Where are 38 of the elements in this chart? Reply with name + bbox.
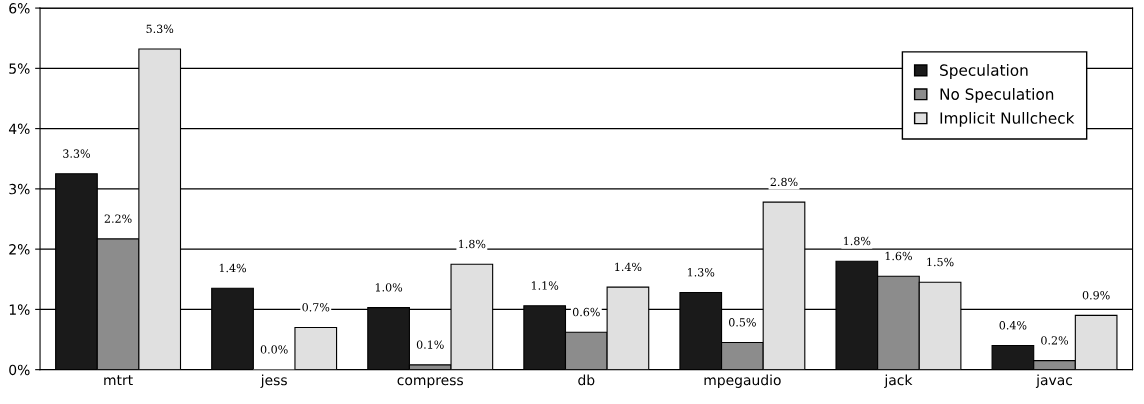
data-label: 1.6%: [885, 251, 912, 261]
legend-label: Speculation: [940, 64, 1028, 79]
y-tick-label: 3%: [9, 183, 30, 195]
data-label: 1.4%: [615, 262, 642, 272]
data-label: 0.7%: [302, 303, 330, 312]
legend-label: No Speculation: [940, 88, 1054, 103]
data-label: 0.1%: [416, 340, 444, 349]
y-tick-label: 4%: [8, 123, 30, 135]
y-tick-label: 2%: [9, 244, 30, 255]
x-tick-label: compress: [397, 377, 463, 388]
x-tick-label: javac: [1035, 374, 1073, 388]
data-label: 0.9%: [1082, 290, 1110, 300]
legend-label: Implicit Nullcheck: [940, 112, 1075, 127]
x-tick-label: mtrt: [104, 375, 133, 386]
data-label: 3.3%: [63, 149, 90, 158]
y-tick-label: 6%: [9, 3, 30, 14]
data-label: 1.8%: [459, 239, 486, 249]
data-label: 2.2%: [104, 214, 132, 223]
data-label: 0.4%: [999, 321, 1027, 330]
x-tick-label: jack: [884, 374, 913, 388]
data-label: 5.3%: [146, 24, 174, 34]
y-tick-label: 0%: [9, 364, 30, 376]
y-tick-label: 1%: [9, 304, 30, 315]
data-label: 1.0%: [375, 283, 403, 292]
data-label: 1.3%: [688, 268, 715, 277]
data-label: 2.8%: [770, 177, 798, 187]
x-tick-label: db: [578, 374, 595, 386]
data-label: 0.5%: [728, 318, 756, 327]
data-label: 1.8%: [844, 236, 871, 246]
data-label: 1.5%: [927, 257, 954, 267]
data-label: 1.1%: [531, 281, 559, 290]
y-tick-label: 5%: [9, 63, 30, 74]
x-tick-label: jess: [260, 374, 287, 388]
data-label: 0.0%: [260, 345, 288, 354]
data-label: 1.4%: [219, 263, 247, 273]
data-label: 0.6%: [572, 307, 600, 317]
data-label: 0.2%: [1041, 336, 1069, 345]
x-tick-label: mpegaudio: [704, 374, 781, 388]
